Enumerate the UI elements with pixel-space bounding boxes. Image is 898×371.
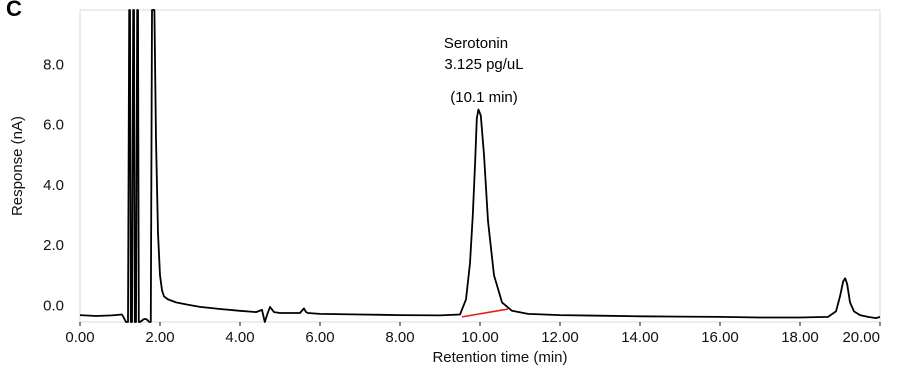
panel-letter: C xyxy=(6,0,22,21)
y-tick-label: 0.0 xyxy=(43,297,64,314)
peak-integration-baseline xyxy=(461,308,509,318)
y-axis: 0.0 2.0 4.0 6.0 8.0 xyxy=(43,56,64,314)
x-tick-label: 12.00 xyxy=(541,329,579,346)
peak-annotation-concentration: 3.125 pg/uL xyxy=(444,56,523,73)
y-tick-label: 4.0 xyxy=(43,177,64,194)
x-tick-label: 16.00 xyxy=(701,329,739,346)
x-tick-label: 8.00 xyxy=(385,329,414,346)
peak-annotation-name: Serotonin xyxy=(444,35,508,52)
x-tick-label: 6.00 xyxy=(305,329,334,346)
x-tick-label: 14.00 xyxy=(621,329,659,346)
peak-annotation-time: (10.1 min) xyxy=(450,89,518,106)
x-tick-label: 18.00 xyxy=(781,329,819,346)
chromatogram-trace xyxy=(79,9,881,323)
x-axis: 0.00 2.00 4.00 6.00 8.00 10.00 12.00 14.00 16.00… xyxy=(65,322,881,346)
y-tick-label: 6.0 xyxy=(43,117,64,134)
y-tick-label: 2.0 xyxy=(43,237,64,254)
x-tick-label: 4.00 xyxy=(225,329,254,346)
x-tick-label: 0.00 xyxy=(65,329,94,346)
x-tick-label: 2.00 xyxy=(145,329,174,346)
x-axis-label: Retention time (min) xyxy=(432,349,567,366)
x-tick-label: 10.00 xyxy=(461,329,499,346)
y-tick-label: 8.0 xyxy=(43,56,64,73)
x-tick-label: 20.00 xyxy=(842,329,880,346)
y-axis-label: Response (nA) xyxy=(9,116,26,216)
